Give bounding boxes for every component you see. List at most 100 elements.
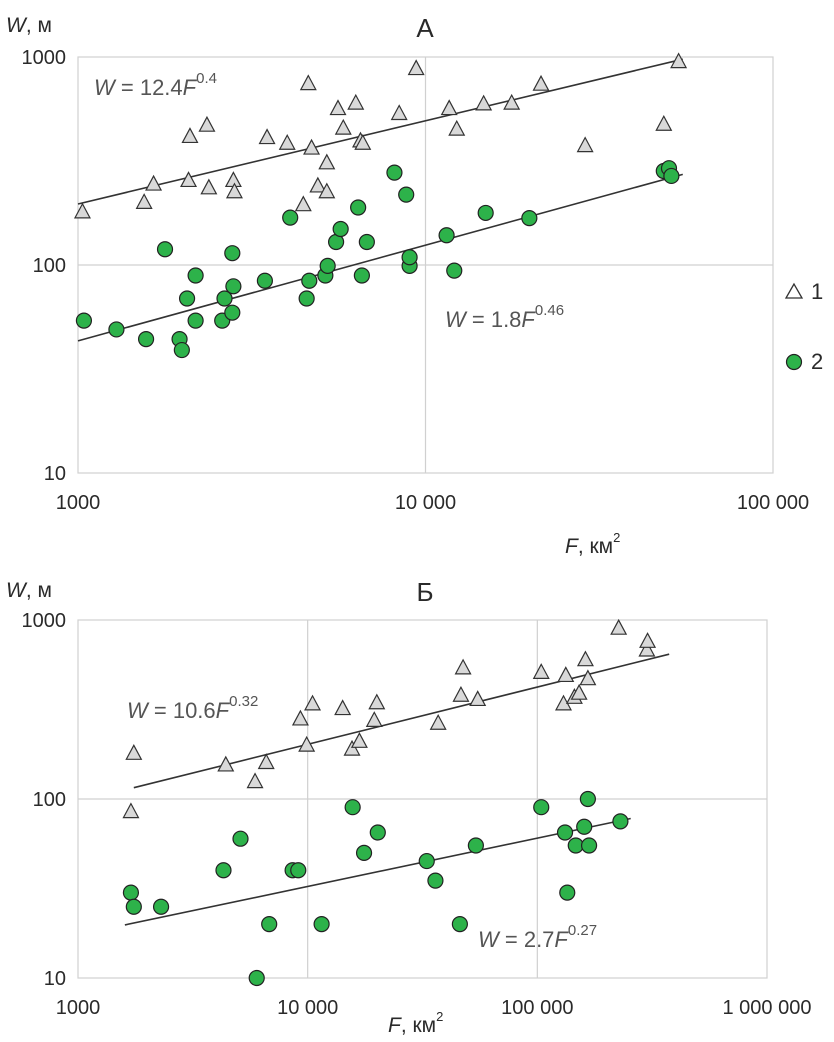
chart-a-point-series-1	[225, 182, 243, 199]
fit-label-a-1: W = 12.4F0.4	[94, 70, 217, 100]
chart-a-point-series-2	[301, 272, 318, 289]
chart-a-point-series-2	[398, 186, 415, 203]
chart-a-point-series-1	[670, 52, 688, 69]
chart-b-point-series-1	[576, 650, 594, 667]
fit-line-b-2	[124, 817, 631, 926]
chart-b-point-series-1	[610, 618, 628, 635]
chart-a-point-series-2	[156, 241, 174, 258]
chart-b-point-series-2	[232, 830, 249, 847]
chart-a-point-series-1	[448, 119, 466, 136]
chart-a-point-series-2	[216, 290, 233, 307]
chart-b-point-series-2	[427, 872, 444, 889]
chart-a-point-series-1	[135, 193, 153, 209]
chart-b-grid	[78, 620, 767, 978]
chart-b-point-series-1	[570, 683, 588, 700]
chart-b-y-axis-label: W, м	[6, 579, 52, 602]
chart-a-x-tick-label: 100 000	[737, 492, 809, 514]
chart-a-point-series-2	[225, 278, 242, 295]
fit-line-a-2	[77, 173, 683, 342]
chart-a-x-axis-label: F, км2	[565, 530, 620, 558]
chart-a-point-series-2	[353, 267, 370, 284]
chart-a-point-series-1	[655, 114, 673, 131]
fit-label-b-1: W = 10.6F0.32	[127, 693, 258, 723]
chart-a-point-series-2	[477, 204, 494, 222]
chart-a-point-series-2	[298, 290, 315, 307]
chart-a-point-series-2	[358, 233, 375, 251]
chart-a-fit-lines	[77, 58, 683, 342]
chart-a-point-series-2	[446, 262, 463, 279]
chart-b-point-series-2	[125, 898, 142, 915]
chart-b-point-series-1	[557, 666, 575, 683]
chart-a-point-series-1	[309, 176, 327, 193]
fit-label-b-2: W = 2.7F0.27	[478, 922, 597, 952]
chart-b-point-series-2	[248, 969, 265, 987]
chart-b-point-series-1	[452, 685, 470, 702]
legend-marker-1	[784, 282, 804, 299]
chart-a-point-series-2	[137, 331, 155, 348]
chart-b-point-series-2	[355, 844, 373, 861]
chart-a-y-tick-label: 1000	[22, 47, 67, 69]
chart-b-point-series-1	[639, 632, 657, 648]
chart-b-x-tick-label: 10 000	[277, 997, 338, 1019]
chart-b-point-series-2	[313, 916, 330, 933]
chart-a-point-series-2	[663, 167, 680, 185]
chart-a-point-series-1	[303, 138, 321, 155]
chart-a-point-series-1	[347, 93, 365, 110]
chart-a-tick-labels: 1000 10 000 100 000 10 100 1000	[22, 47, 810, 514]
chart-a-grid	[78, 57, 773, 473]
chart-b-point-series-2	[556, 824, 574, 841]
chart-a-point-series-2	[282, 209, 299, 226]
chart-a-point-series-2	[224, 245, 241, 262]
chart-b-point-series-2	[559, 884, 576, 901]
chart-a-point-series-1	[440, 99, 458, 116]
chart-a-point-series-2	[332, 220, 349, 238]
chart-a-point-series-2	[224, 304, 241, 321]
chart-a-point-series-1	[278, 133, 296, 150]
chart-b-point-series-1	[532, 663, 550, 679]
chart-b-point-series-1	[343, 739, 361, 756]
chart-b-title: Б	[416, 577, 433, 607]
chart-b-point-series-1	[217, 755, 235, 772]
chart-b-point-series-1	[429, 713, 447, 730]
chart-a-point-series-1	[475, 94, 493, 111]
chart-b-fit-lines	[124, 653, 670, 926]
chart-a-points	[73, 52, 688, 359]
chart-b-point-series-1	[350, 732, 368, 748]
legend-label-1: 1	[811, 279, 823, 304]
chart-b-point-series-2	[215, 862, 232, 879]
chart-b-point-series-2	[533, 799, 550, 816]
legend: 1 2	[784, 279, 823, 374]
chart-b-point-series-2	[418, 852, 435, 870]
chart-b-point-series-2	[261, 916, 278, 933]
chart-b-point-series-1	[298, 735, 316, 752]
chart-a-x-tick-label: 1000	[56, 492, 101, 514]
chart-a-point-series-1	[329, 99, 347, 116]
chart-b-point-series-1	[334, 699, 352, 716]
chart-b-y-tick-label: 10	[44, 968, 66, 990]
chart-a-point-series-1	[198, 115, 216, 132]
chart-b-x-tick-label: 100 000	[501, 997, 573, 1019]
chart-b-point-series-2	[369, 824, 386, 841]
chart-b-point-series-1	[291, 709, 309, 726]
chart-b: 1000 10 000 100 000 1 000 000 10 100 1000 Б W,…	[6, 577, 811, 1037]
chart-a-point-series-2	[256, 272, 273, 289]
chart-b-point-series-2	[467, 837, 484, 854]
chart-b-point-series-2	[580, 837, 598, 854]
chart-a-point-series-2	[521, 210, 538, 227]
chart-a-point-series-1	[503, 93, 521, 110]
chart-b-x-axis-label: F, км2	[388, 1009, 443, 1037]
chart-a: 1000 10 000 100 000 10 100 1000 А W, м F, км2…	[6, 13, 823, 558]
chart-a-point-series-1	[299, 74, 317, 91]
chart-b-y-tick-label: 1000	[22, 610, 67, 632]
chart-b-point-series-2	[122, 884, 140, 901]
chart-b-point-series-1	[257, 753, 275, 770]
chart-a-point-series-1	[200, 178, 218, 195]
chart-a-point-series-1	[354, 133, 372, 150]
chart-a-point-series-1	[145, 174, 163, 191]
chart-b-point-series-1	[638, 640, 656, 657]
chart-a-point-series-1	[318, 182, 336, 199]
chart-a-point-series-1	[532, 74, 550, 91]
chart-b-x-tick-label: 1000	[56, 997, 101, 1019]
chart-b-point-series-1	[368, 693, 386, 710]
chart-b-point-series-2	[579, 790, 596, 808]
